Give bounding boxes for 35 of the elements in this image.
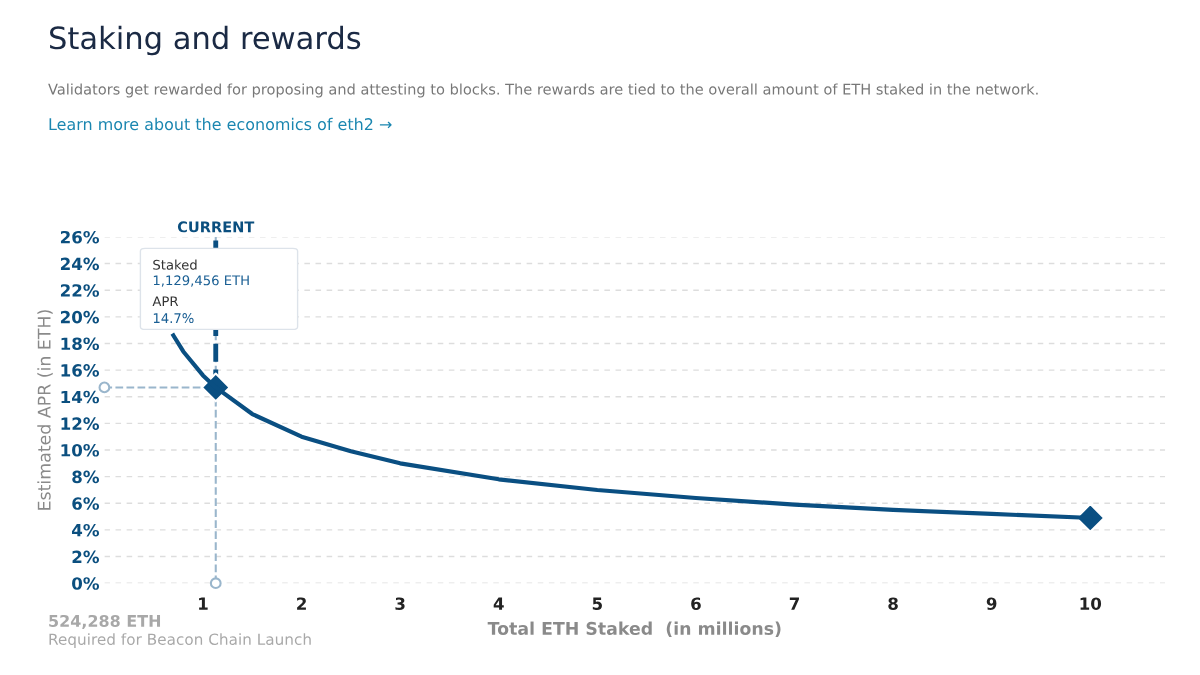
x-tick-label: 6: [691, 597, 701, 610]
y-tick-label: 16%: [61, 364, 100, 377]
annotation: APR: [152, 296, 179, 307]
chart-title: Staking and rewards: [50, 25, 361, 56]
x-tick-label: 8: [888, 597, 898, 610]
y-tick-label: 24%: [60, 257, 100, 271]
y-tick-label: 26%: [60, 230, 100, 244]
x-tick-label: 2: [297, 597, 306, 610]
y-tick-label: 20%: [60, 310, 100, 324]
y-tick-label: 4%: [71, 523, 100, 537]
y-tick-label: 2%: [72, 550, 100, 564]
y-tick-label: 18%: [61, 337, 100, 351]
y-tick-label: 12%: [61, 417, 100, 430]
text: Required for Beacon Chain Launch: [49, 633, 311, 648]
x-axis-title: Total ETH Staked (in millions): [487, 621, 781, 638]
y-axis-title: Estimated APR (in ETH): [37, 310, 53, 510]
y-tick-label: 6%: [72, 497, 100, 510]
y-tick-label: 8%: [72, 470, 100, 484]
annotation: Staked: [153, 259, 197, 270]
y-tick-label: 0%: [72, 577, 100, 590]
x-tick-label: 5: [592, 597, 602, 610]
text: 524,288 ETH: [49, 614, 161, 630]
x-tick-label: 1: [199, 597, 208, 610]
y-tick-label: 10%: [61, 443, 100, 457]
annotation: 1,129,456 ETH: [153, 275, 249, 287]
x-tick-label: 10: [1080, 597, 1102, 610]
annotation: 14.7%: [153, 313, 194, 324]
x-tick-label: 9: [986, 597, 997, 610]
x-tick-label: 3: [395, 597, 405, 610]
x-tick-label: 7: [789, 597, 799, 610]
text: Validators get rewarded for proposing and attesting to blocks. The rewards are tied to the overall amount of ETH staked in the network. Learn more about the economics of eth2 →: [48, 83, 1038, 131]
y-tick-label: 22%: [60, 284, 100, 297]
y-tick-label: 14%: [61, 390, 100, 404]
x-tick-label: 4: [493, 597, 504, 610]
ref-line-label: CURRENT: [177, 221, 255, 233]
